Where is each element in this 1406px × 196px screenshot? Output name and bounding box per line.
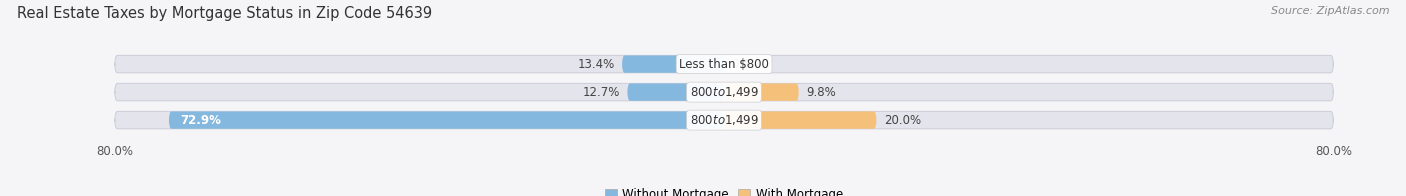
Text: 9.8%: 9.8% xyxy=(807,86,837,99)
FancyBboxPatch shape xyxy=(169,112,724,129)
Text: Less than $800: Less than $800 xyxy=(679,58,769,71)
FancyBboxPatch shape xyxy=(621,55,724,73)
FancyBboxPatch shape xyxy=(627,83,724,101)
Text: $800 to $1,499: $800 to $1,499 xyxy=(689,113,759,127)
Text: 0.0%: 0.0% xyxy=(731,58,761,71)
FancyBboxPatch shape xyxy=(115,83,1333,101)
Text: $800 to $1,499: $800 to $1,499 xyxy=(689,85,759,99)
Text: 72.9%: 72.9% xyxy=(180,114,221,127)
FancyBboxPatch shape xyxy=(115,55,1333,73)
Text: Real Estate Taxes by Mortgage Status in Zip Code 54639: Real Estate Taxes by Mortgage Status in … xyxy=(17,6,432,21)
FancyBboxPatch shape xyxy=(724,83,799,101)
Text: 12.7%: 12.7% xyxy=(582,86,620,99)
Text: 13.4%: 13.4% xyxy=(578,58,614,71)
Legend: Without Mortgage, With Mortgage: Without Mortgage, With Mortgage xyxy=(600,183,848,196)
FancyBboxPatch shape xyxy=(115,112,1333,129)
Text: Source: ZipAtlas.com: Source: ZipAtlas.com xyxy=(1271,6,1389,16)
FancyBboxPatch shape xyxy=(724,112,876,129)
Text: 20.0%: 20.0% xyxy=(884,114,921,127)
